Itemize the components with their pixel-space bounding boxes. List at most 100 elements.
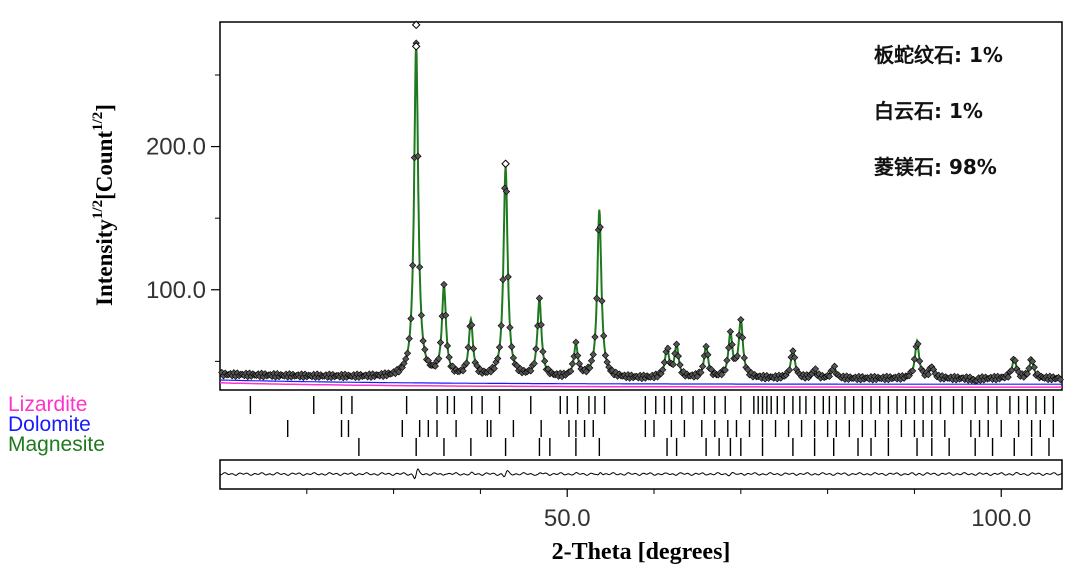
observed-point — [442, 311, 450, 319]
observed-point — [785, 366, 794, 374]
observed-point — [445, 353, 453, 361]
observed-point — [718, 371, 726, 379]
observed-point — [497, 322, 505, 330]
series-lizardite-line — [219, 382, 1062, 388]
observed-point — [723, 356, 731, 365]
observed-point — [431, 362, 439, 370]
observed-point — [702, 342, 710, 351]
observed-point — [728, 340, 736, 349]
observed-point — [473, 362, 481, 370]
y-axis-title-main: Intensity — [92, 219, 117, 306]
observed-point — [721, 366, 729, 374]
phase-label-dolomite: Dolomite — [8, 413, 91, 436]
series-dolomite-line — [219, 379, 1062, 385]
observed-point — [419, 337, 427, 345]
y-axis: 100.0 200.0 — [146, 74, 220, 362]
difference-line — [219, 468, 1062, 480]
observed-point — [916, 357, 924, 365]
observed-point — [468, 321, 476, 329]
observed-point — [791, 353, 799, 362]
observed-point — [535, 294, 544, 302]
observed-point — [1028, 357, 1037, 366]
observed-point — [400, 359, 408, 367]
observed-point — [504, 273, 512, 281]
observed-point — [407, 314, 415, 323]
observed-point — [660, 358, 669, 367]
observed-point — [508, 343, 516, 351]
observed-point — [676, 361, 684, 369]
observed-point — [825, 372, 833, 381]
annotation-magnesite-fraction: 菱镁石: 98% — [874, 155, 997, 179]
observed-point — [537, 321, 545, 329]
x-axis-title: 2-Theta [degrees] — [552, 539, 731, 565]
observed-point — [462, 359, 471, 367]
observed-point — [572, 338, 580, 346]
observed-point — [1011, 356, 1019, 365]
y-axis-title-unit: [Count — [92, 131, 117, 200]
observed-point — [738, 334, 747, 342]
observed-point — [539, 348, 547, 356]
observed-point — [914, 340, 922, 348]
observed-point — [575, 360, 583, 368]
observed-point — [924, 371, 932, 379]
observed-peak-marker — [411, 42, 421, 51]
observed-point — [674, 352, 682, 360]
observed-point — [440, 280, 448, 289]
observed-point — [591, 333, 599, 341]
observed-point — [664, 344, 672, 352]
difference-plot — [219, 468, 1062, 480]
observed-point — [1023, 370, 1031, 378]
observed-point — [459, 367, 467, 375]
observed-point — [671, 349, 679, 358]
observed-point — [1004, 373, 1012, 381]
observed-point — [699, 362, 707, 370]
observed-point — [733, 352, 741, 360]
phase-label-lizardite: Lizardite — [8, 393, 87, 416]
observed-point — [409, 261, 417, 269]
plot-frame — [219, 21, 1063, 391]
observed-point — [669, 360, 677, 369]
observed-peak-marker — [501, 159, 510, 169]
observed-point — [499, 275, 507, 284]
y-axis-title-close: ] — [92, 104, 117, 112]
observed-point — [704, 351, 712, 359]
observed-point — [443, 342, 452, 350]
observed-point — [530, 359, 538, 368]
x-tick-label: 50.0 — [544, 505, 591, 532]
observed-point — [659, 366, 667, 374]
observed-point — [464, 343, 472, 351]
observed-point — [672, 340, 681, 348]
observed-point — [707, 365, 715, 374]
observed-point — [502, 187, 511, 196]
observed-point — [697, 368, 705, 377]
observed-point — [596, 223, 604, 231]
observed-point — [601, 351, 610, 360]
observed-point — [1030, 363, 1038, 371]
y-axis-title-exp2: 1/2 — [90, 112, 106, 131]
observed-point — [490, 364, 498, 373]
observed-point — [532, 345, 540, 353]
observed-point — [830, 362, 839, 370]
observed-point — [574, 351, 582, 360]
observed-point — [600, 332, 608, 340]
observed-point — [740, 354, 748, 362]
observed-point — [509, 354, 518, 362]
observed-point — [567, 367, 575, 375]
observed-point — [405, 335, 413, 343]
observed-point — [726, 328, 735, 336]
phase-label-magnesite: Magnesite — [8, 433, 105, 456]
observed-point — [402, 355, 410, 363]
observed-point — [469, 345, 478, 353]
observed-point — [735, 331, 743, 339]
y-axis-title-exp1: 1/2 — [90, 200, 106, 219]
observed-point — [811, 365, 820, 373]
observed-point — [587, 357, 596, 365]
observed-point — [541, 357, 549, 365]
observed-point — [494, 354, 502, 363]
annotation-dolomite-fraction: 白云石: 1% — [874, 99, 983, 123]
observed-point — [414, 152, 422, 160]
y-tick-label: 200.0 — [146, 134, 206, 161]
observed-point — [593, 294, 601, 303]
x-tick-label: 100.0 — [971, 505, 1031, 532]
